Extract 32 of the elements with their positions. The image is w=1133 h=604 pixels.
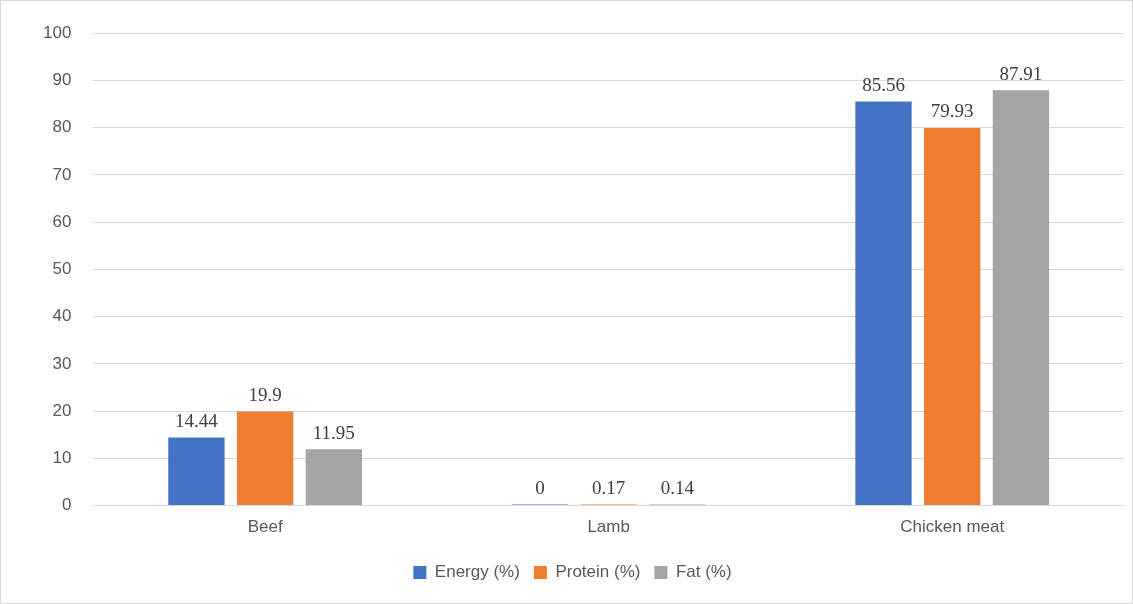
y-tick-label: 90 [52, 70, 72, 90]
legend-label: Fat (%) [675, 562, 732, 582]
data-label: 0.17 [592, 477, 626, 499]
x-tick-label: Lamb [587, 517, 630, 537]
data-label: 19.9 [248, 384, 282, 406]
y-tick-label: 100 [42, 22, 72, 42]
x-tick-label: Beef [247, 517, 283, 537]
y-tick-label: 70 [52, 164, 72, 184]
bar [168, 437, 225, 506]
y-tick-label: 30 [52, 353, 72, 373]
y-tick-label: 40 [52, 306, 72, 326]
y-tick-label: 10 [52, 448, 72, 468]
data-label: 0.14 [660, 477, 695, 499]
legend-label: Energy (%) [434, 562, 520, 582]
data-label: 11.95 [312, 421, 355, 443]
legend-label: Protein (%) [555, 562, 641, 582]
data-label: 87.91 [999, 62, 1043, 84]
bar [924, 128, 981, 506]
y-tick-label: 80 [52, 117, 72, 137]
y-tick-label: 0 [61, 495, 72, 515]
x-tick-label: Chicken meat [900, 517, 1005, 537]
y-tick-label: 60 [52, 211, 72, 231]
y-tick-label: 20 [52, 400, 72, 420]
data-label: 79.93 [930, 100, 974, 122]
bar [992, 90, 1050, 506]
bar [236, 411, 294, 506]
data-label: 85.56 [862, 73, 905, 95]
data-label: 0 [535, 477, 545, 499]
data-label: 14.44 [175, 409, 219, 431]
bar [855, 101, 912, 506]
y-tick-label: 50 [52, 259, 72, 279]
bar [305, 449, 363, 506]
